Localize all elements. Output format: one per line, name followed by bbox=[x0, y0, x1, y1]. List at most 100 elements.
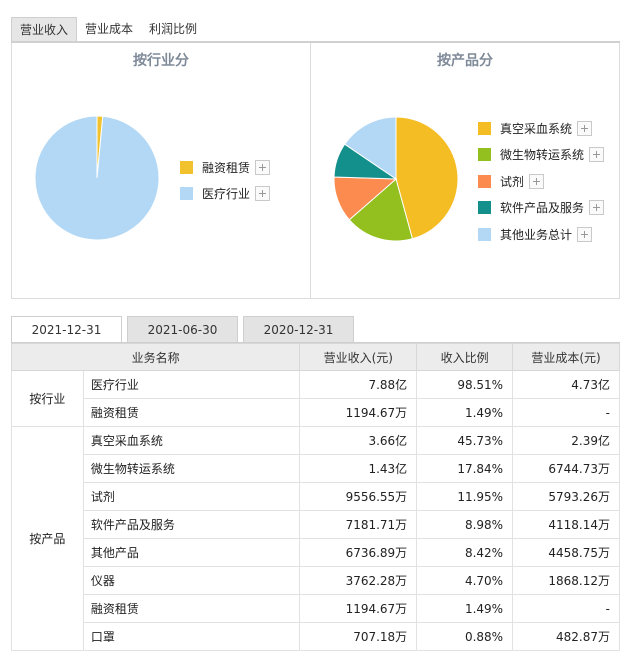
row-name: 医疗行业 bbox=[82, 370, 301, 399]
product-chart-panel: 按产品分 真空采血系统 微生物转运系统 试剂 软件产品及服务 其他业务总计 bbox=[310, 43, 620, 299]
legend-label: 医疗行业 bbox=[202, 187, 251, 202]
row-revenue: 6736.89万 bbox=[299, 538, 418, 567]
revenue-table: 业务名称 营业收入(元) 收入比例 营业成本(元) 按行业 医疗行业 7.88亿… bbox=[10, 343, 620, 651]
row-cost: 4118.14万 bbox=[512, 510, 620, 539]
legend-swatch bbox=[478, 121, 491, 135]
legend-label: 融资租赁 bbox=[202, 160, 251, 175]
table-row: 口罩 707.18万 0.88% 482.87万 bbox=[12, 622, 620, 651]
expand-plus-icon[interactable] bbox=[577, 120, 593, 136]
table-row: 微生物转运系统 1.43亿 17.84% 6744.73万 bbox=[12, 454, 620, 483]
expand-plus-icon[interactable] bbox=[589, 200, 605, 216]
row-name: 软件产品及服务 bbox=[82, 510, 301, 539]
industry-pie-chart bbox=[34, 115, 160, 241]
tab-profit-ratio[interactable]: 利润比例 bbox=[149, 22, 198, 36]
row-revenue: 1194.67万 bbox=[299, 594, 418, 623]
legend-item-other: 其他业务总计 bbox=[478, 221, 604, 248]
row-cost: 2.39亿 bbox=[512, 426, 620, 455]
legend-label: 真空采血系统 bbox=[500, 121, 573, 136]
legend-swatch bbox=[180, 187, 193, 201]
product-pie-chart bbox=[333, 116, 459, 242]
row-revenue: 707.18万 bbox=[299, 622, 418, 651]
table-row: 试剂 9556.55万 11.95% 5793.26万 bbox=[12, 482, 620, 511]
header-cost: 营业成本(元) bbox=[512, 343, 620, 371]
legend-swatch bbox=[478, 227, 491, 241]
industry-chart-title: 按行业分 bbox=[133, 53, 189, 69]
legend-label: 微生物转运系统 bbox=[500, 148, 585, 163]
expand-plus-icon[interactable] bbox=[577, 226, 593, 242]
industry-pie-slice-1[interactable] bbox=[34, 115, 160, 241]
row-ratio: 0.88% bbox=[416, 622, 514, 651]
row-ratio: 11.95% bbox=[416, 482, 514, 511]
row-cost: 1868.12万 bbox=[512, 566, 620, 595]
row-cost: 4.73亿 bbox=[512, 370, 620, 399]
tab-revenue[interactable]: 营业收入 bbox=[11, 17, 78, 42]
product-legend: 真空采血系统 微生物转运系统 试剂 软件产品及服务 其他业务总计 bbox=[478, 115, 605, 248]
row-revenue: 3762.28万 bbox=[299, 566, 418, 595]
industry-legend: 融资租赁 医疗行业 bbox=[180, 154, 271, 208]
row-name: 微生物转运系统 bbox=[82, 454, 301, 483]
header-revenue: 营业收入(元) bbox=[299, 343, 418, 371]
row-revenue: 1194.67万 bbox=[299, 398, 418, 427]
legend-item-reagent: 试剂 bbox=[478, 168, 604, 195]
table-row: 其他产品 6736.89万 8.42% 4458.75万 bbox=[12, 538, 620, 567]
table-header-row: 业务名称 营业收入(元) 收入比例 营业成本(元) bbox=[10, 343, 620, 371]
tab-divider bbox=[11, 41, 620, 43]
date-tab-2021-12-31[interactable]: 2021-12-31 bbox=[11, 316, 122, 344]
legend-item-microbe: 微生物转运系统 bbox=[478, 142, 605, 169]
row-cost: 6744.73万 bbox=[512, 454, 620, 483]
legend-label: 试剂 bbox=[500, 174, 525, 189]
date-tab-divider bbox=[11, 342, 620, 343]
row-ratio: 98.51% bbox=[416, 370, 514, 399]
row-cost: 4458.75万 bbox=[512, 538, 620, 567]
legend-item-lease: 融资租赁 bbox=[180, 154, 271, 181]
row-ratio: 8.42% bbox=[416, 538, 514, 567]
product-pie-slice-4[interactable] bbox=[344, 116, 397, 180]
row-revenue: 1.43亿 bbox=[299, 454, 418, 483]
legend-swatch bbox=[478, 148, 491, 162]
legend-item-software: 软件产品及服务 bbox=[478, 195, 605, 222]
group-label-industry: 按行业 bbox=[11, 370, 84, 427]
row-revenue: 7181.71万 bbox=[299, 510, 418, 539]
header-business-name: 业务名称 bbox=[10, 343, 301, 371]
product-pie-slice-0[interactable] bbox=[395, 116, 459, 240]
row-ratio: 4.70% bbox=[416, 566, 514, 595]
industry-chart-panel: 按行业分 融资租赁 医疗行业 bbox=[11, 43, 311, 299]
row-ratio: 45.73% bbox=[416, 426, 514, 455]
legend-item-vacuum: 真空采血系统 bbox=[478, 115, 604, 142]
row-name: 口罩 bbox=[82, 622, 301, 651]
header-ratio: 收入比例 bbox=[416, 343, 514, 371]
row-name: 试剂 bbox=[82, 482, 301, 511]
legend-swatch bbox=[478, 201, 491, 215]
expand-plus-icon[interactable] bbox=[255, 186, 271, 202]
top-tab-bar: 营业收入 营业成本 利润比例 bbox=[11, 17, 205, 42]
expand-plus-icon[interactable] bbox=[589, 147, 605, 163]
table-row: 按产品 真空采血系统 3.66亿 45.73% 2.39亿 bbox=[11, 426, 620, 651]
legend-swatch bbox=[180, 160, 193, 174]
date-tab-2020-12-31[interactable]: 2020-12-31 bbox=[243, 316, 354, 343]
product-pie-slice-1[interactable] bbox=[348, 178, 414, 242]
table-row: 仪器 3762.28万 4.70% 1868.12万 bbox=[12, 566, 620, 595]
row-revenue: 3.66亿 bbox=[299, 426, 418, 455]
row-ratio: 17.84% bbox=[416, 454, 514, 483]
row-revenue: 7.88亿 bbox=[299, 370, 418, 399]
legend-swatch bbox=[478, 174, 491, 188]
tab-cost[interactable]: 营业成本 bbox=[85, 22, 134, 36]
legend-item-medical: 医疗行业 bbox=[180, 181, 271, 208]
table-row: 融资租赁 1194.67万 1.49% - bbox=[12, 594, 620, 623]
row-name: 其他产品 bbox=[82, 538, 301, 567]
legend-label: 软件产品及服务 bbox=[500, 201, 585, 216]
date-tab-2021-06-30[interactable]: 2021-06-30 bbox=[127, 316, 238, 343]
row-revenue: 9556.55万 bbox=[299, 482, 418, 511]
table-row: 按行业 医疗行业 7.88亿 98.51% 4.73亿 bbox=[11, 370, 620, 427]
expand-plus-icon[interactable] bbox=[529, 173, 545, 189]
table-row: 软件产品及服务 7181.71万 8.98% 4118.14万 bbox=[12, 510, 620, 539]
row-cost: - bbox=[512, 398, 620, 427]
group-label-product: 按产品 bbox=[11, 426, 84, 651]
row-ratio: 1.49% bbox=[416, 594, 514, 623]
row-name: 融资租赁 bbox=[82, 594, 301, 623]
row-name: 仪器 bbox=[82, 566, 301, 595]
legend-label: 其他业务总计 bbox=[500, 227, 573, 242]
row-name: 真空采血系统 bbox=[82, 426, 301, 455]
row-cost: 482.87万 bbox=[512, 622, 620, 651]
expand-plus-icon[interactable] bbox=[255, 159, 271, 175]
